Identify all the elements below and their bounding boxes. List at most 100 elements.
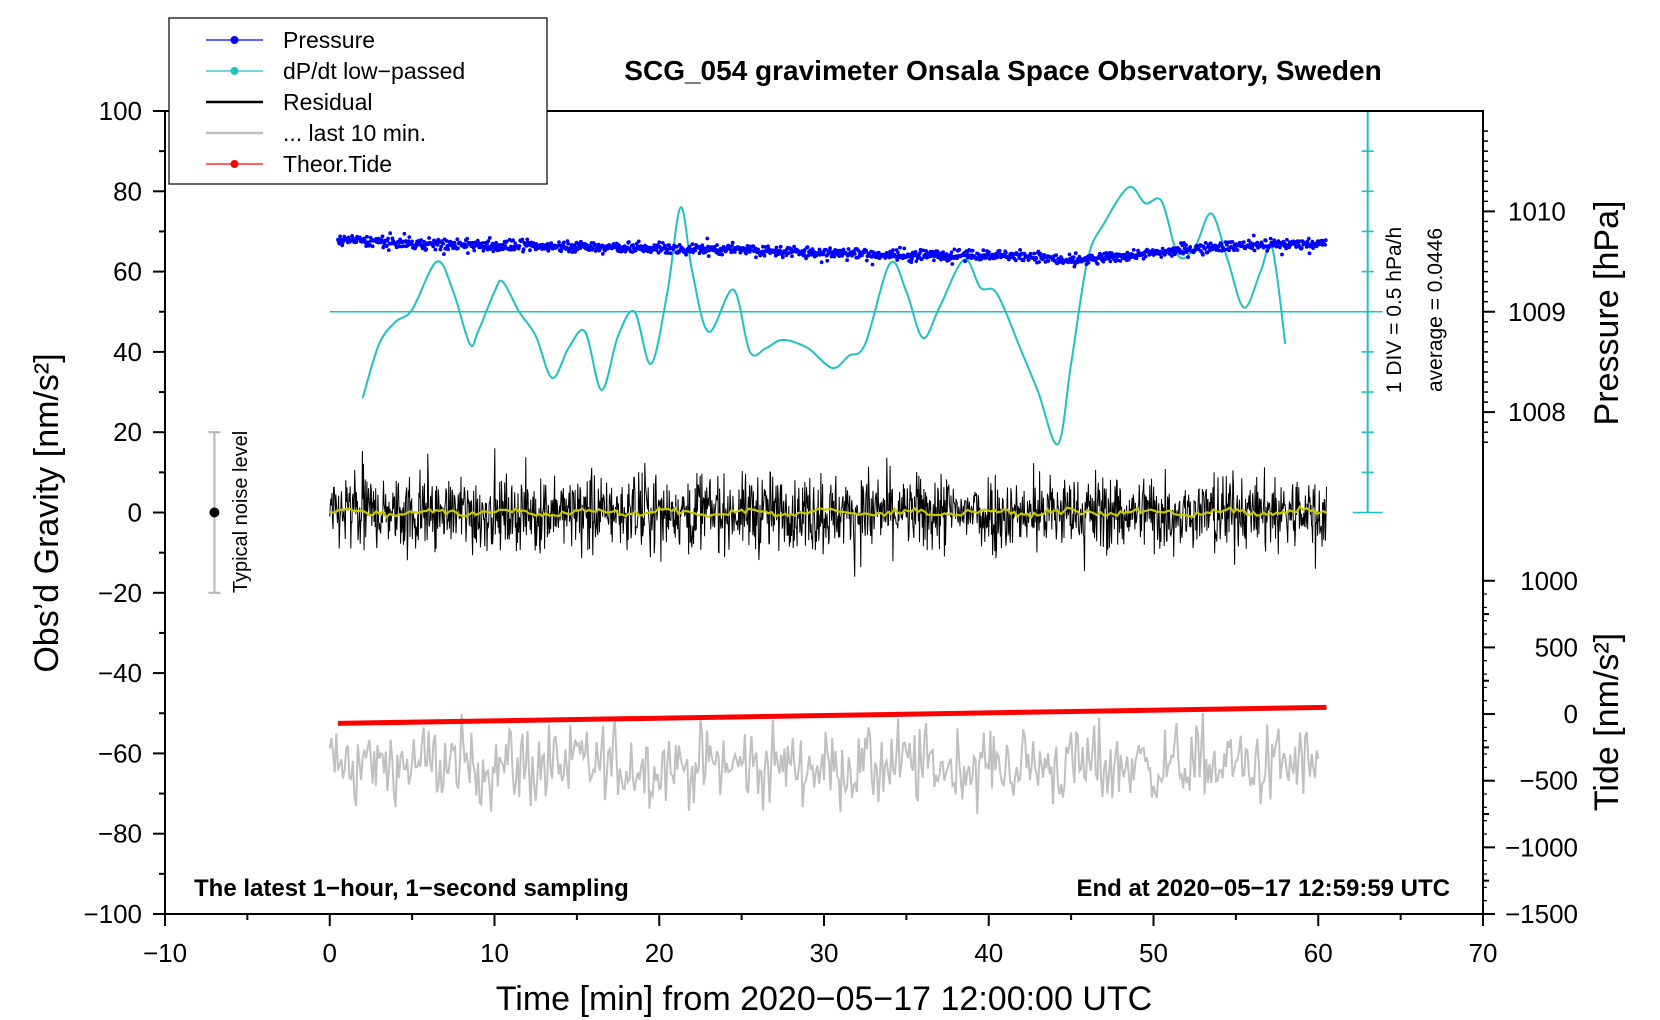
series-layer: [328, 185, 1328, 814]
pressure-point: [846, 247, 851, 251]
pressure-point: [380, 234, 385, 239]
pressure-point: [1208, 241, 1213, 246]
pressure-point: [1038, 251, 1043, 256]
pressure-point: [895, 258, 900, 262]
pressure-point: [1134, 256, 1139, 261]
pressure-point: [864, 258, 869, 263]
y-axis-label-gravity: Obs’d Gravity [nm/s²]: [28, 353, 66, 672]
pressure-point: [1323, 238, 1328, 243]
y-tick-label: −40: [98, 658, 142, 688]
pressure-point: [1265, 248, 1270, 253]
pressure-point: [792, 244, 796, 249]
tide-tick-label: −1500: [1505, 899, 1578, 929]
pressure-point: [1297, 239, 1302, 244]
pressure-point: [1250, 245, 1255, 250]
pressure-point: [1170, 254, 1174, 258]
pressure-point: [832, 254, 837, 259]
pressure-point: [384, 244, 389, 249]
y-axis-label-pressure: Pressure [hPa]: [1588, 201, 1626, 426]
pressure-point: [924, 249, 928, 253]
pressure-point: [761, 244, 765, 249]
pressure-point: [575, 247, 580, 252]
pressure-point: [657, 240, 662, 245]
pressure-point: [660, 241, 665, 245]
pressure-point: [1201, 252, 1205, 257]
pressure-point: [668, 251, 673, 256]
pressure-point: [687, 244, 692, 249]
pressure-point: [754, 255, 758, 260]
pressure-point: [1143, 254, 1148, 259]
y-tick-label: 60: [113, 257, 142, 287]
legend: Pressure dP/dt low−passed Residual ... last…: [168, 17, 548, 185]
pressure-point: [350, 234, 354, 238]
pressure-point: [379, 238, 384, 242]
pressure-point: [987, 250, 991, 255]
legend-marker: [230, 36, 239, 44]
pressure-point: [1323, 242, 1327, 247]
pressure-point: [1034, 256, 1039, 260]
x-tick-label: 40: [974, 938, 1003, 968]
pressure-point: [600, 252, 605, 256]
pressure-point: [896, 250, 900, 255]
pressure-point: [578, 246, 583, 251]
pressure-point: [1046, 259, 1051, 263]
pressure-point: [591, 245, 595, 250]
pressure-point: [876, 250, 881, 255]
pressure-series: [336, 231, 1328, 269]
pressure-point: [1054, 253, 1058, 258]
x-tick-label: 20: [645, 938, 674, 968]
axes-layer: −10 0 10 20 30 40 50 60 70−100−80−60−40−20020406…: [83, 96, 1578, 968]
pressure-point: [994, 251, 998, 256]
legend-marker: [230, 67, 239, 75]
pressure-point: [475, 238, 480, 243]
pressure-point: [852, 252, 857, 256]
pressure-point: [667, 243, 671, 248]
pressure-point: [636, 239, 641, 244]
legend-label: Pressure: [283, 27, 375, 53]
pressure-point: [509, 244, 513, 249]
pressure-point: [388, 231, 393, 236]
pressure-point: [995, 255, 1000, 260]
x-tick-label: 10: [480, 938, 509, 968]
pressure-point: [340, 243, 345, 248]
y-tick-label: 40: [113, 337, 142, 367]
pressure-point: [1306, 236, 1311, 241]
pressure-point: [706, 254, 711, 258]
pressure-point: [504, 239, 509, 244]
pressure-point: [730, 243, 734, 248]
legend-marker: [230, 160, 239, 168]
pressure-point: [997, 248, 1002, 253]
pressure-point: [720, 252, 724, 257]
x-axis-label: Time [min] from 2020−05−17 12:00:00 UTC: [496, 980, 1152, 1018]
pressure-point: [756, 247, 760, 252]
pressure-point: [1131, 248, 1136, 252]
x-tick-label: 70: [1469, 938, 1498, 968]
pressure-point: [1099, 253, 1104, 258]
pressure-point: [1252, 248, 1257, 253]
pressure-point: [1032, 251, 1037, 256]
pressure-point: [452, 240, 457, 245]
pressure-point: [614, 245, 619, 250]
pressure-point: [406, 239, 411, 244]
y-tick-label: 20: [113, 417, 142, 447]
pressure-point: [486, 239, 491, 243]
pressure-point: [446, 247, 450, 252]
pressure-point: [963, 259, 967, 264]
pressure-point: [424, 247, 429, 252]
pressure-point: [677, 243, 682, 247]
pressure-point: [744, 251, 748, 256]
pressure-point: [981, 248, 986, 253]
pressure-point: [442, 252, 446, 256]
pressure-point: [913, 250, 918, 254]
y-tick-label: −100: [83, 899, 142, 929]
pressure-point: [780, 255, 785, 260]
pressure-point: [1007, 256, 1012, 260]
pressure-point: [819, 260, 824, 265]
pressure-tick-label: 1010: [1508, 196, 1566, 226]
pressure-point: [1268, 236, 1273, 241]
pressure-point: [466, 251, 470, 256]
pressure-point: [870, 262, 875, 267]
pressure-point: [569, 243, 574, 247]
legend-label: ... last 10 min.: [283, 120, 426, 146]
